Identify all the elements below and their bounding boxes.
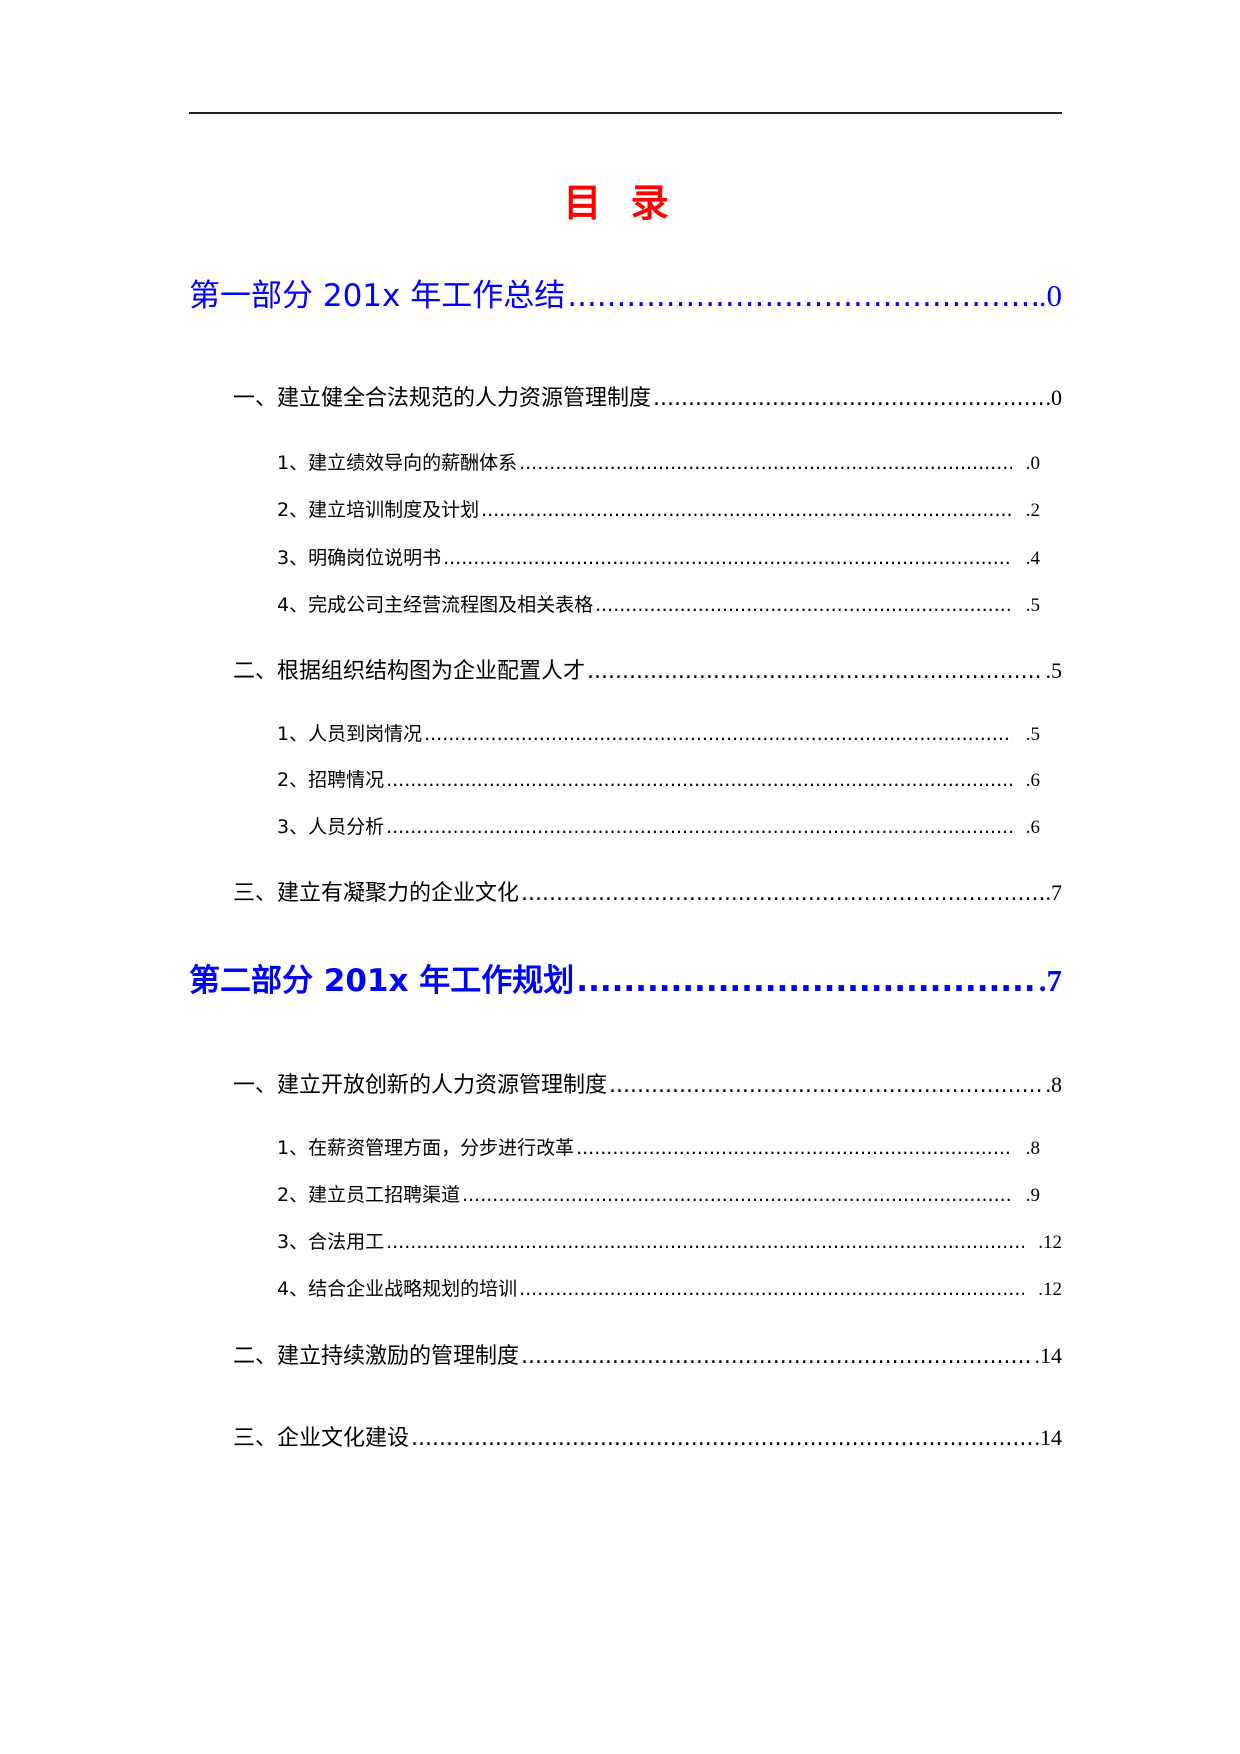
toc-page-number: .2 [1025, 500, 1040, 521]
toc-entry-label: 3、人员分析 [277, 816, 385, 838]
toc-page-number: .6 [1025, 770, 1040, 791]
dot-leader [462, 1184, 1012, 1206]
toc-entry[interactable]: 一、建立开放创新的人力资源管理制度 .8 [233, 1067, 1062, 1099]
dot-leader [576, 1137, 1012, 1159]
dot-leader [386, 816, 1012, 838]
toc-entry[interactable]: 1、建立绩效导向的薪酬体系 .0 [277, 448, 1040, 475]
toc-page-number: .5 [1045, 658, 1063, 683]
toc-entry-label: 2、建立培训制度及计划 [277, 499, 480, 521]
toc-entry-label: 第二部分 201x 年工作规划 [189, 963, 575, 999]
toc-entry-label: 1、在薪资管理方面，分步进行改革 [277, 1137, 575, 1159]
toc-entry[interactable]: 3、合法用工 .12 [277, 1227, 1062, 1254]
toc-entry[interactable]: 4、结合企业战略规划的培训 .12 [277, 1274, 1062, 1301]
toc-page-number: .12 [1038, 1279, 1062, 1300]
toc-entry[interactable]: 二、建立持续激励的管理制度 .14 [233, 1338, 1062, 1370]
dot-leader [481, 499, 1012, 521]
toc-page-number: .4 [1025, 548, 1040, 569]
toc-entry-label: 4、完成公司主经营流程图及相关表格 [277, 594, 594, 616]
toc-entry-label: 三、企业文化建设 [233, 1426, 410, 1451]
toc-entry[interactable]: 3、人员分析 .6 [277, 812, 1040, 839]
toc-entry[interactable]: 三、建立有凝聚力的企业文化 .7 [233, 875, 1062, 907]
dot-leader [595, 594, 1012, 616]
dot-leader [386, 769, 1012, 791]
toc-page-number: .0 [1025, 453, 1040, 474]
toc-entry-label: 1、人员到岗情况 [277, 723, 423, 745]
toc-entry-label: 3、合法用工 [277, 1231, 385, 1253]
toc-page-number: .5 [1025, 724, 1040, 745]
toc-page-number: .6 [1025, 817, 1040, 838]
dot-leader [609, 1073, 1043, 1098]
toc-entry[interactable]: 3、明确岗位说明书 .4 [277, 543, 1040, 570]
toc-page-number: .14 [1034, 1343, 1063, 1368]
dot-leader [587, 659, 1043, 684]
dot-leader [521, 1344, 1032, 1369]
dot-leader [519, 1278, 1024, 1300]
toc-entry-label: 3、明确岗位说明书 [277, 547, 442, 569]
toc-entry-label: 第一部分 201x 年工作总结 [189, 278, 566, 314]
header-rule [189, 112, 1062, 114]
toc-page-number: .0 [1045, 385, 1063, 410]
toc-entry-label: 2、招聘情况 [277, 769, 385, 791]
toc-entry[interactable]: 第一部分 201x 年工作总结 .0 [189, 270, 1062, 315]
toc-entry[interactable]: 三、企业文化建设 .14 [233, 1420, 1062, 1452]
dot-leader [443, 547, 1012, 569]
toc-page-number: .5 [1025, 595, 1040, 616]
toc-entry-label: 二、建立持续激励的管理制度 [233, 1344, 520, 1369]
toc-title: 目 录 [563, 181, 677, 225]
dot-leader [519, 452, 1012, 474]
toc-entry[interactable]: 2、建立培训制度及计划 .2 [277, 495, 1040, 522]
toc-page-number: .8 [1045, 1072, 1063, 1097]
toc-entry[interactable]: 2、建立员工招聘渠道 .9 [277, 1180, 1040, 1207]
dot-leader [386, 1231, 1024, 1253]
toc-page-number: .7 [1045, 880, 1063, 905]
toc-entry[interactable]: 一、建立健全合法规范的人力资源管理制度 .0 [233, 380, 1062, 412]
dot-leader [576, 963, 1036, 999]
toc-page-number: .0 [1038, 278, 1062, 313]
dot-leader [653, 386, 1043, 411]
toc-entry-label: 4、结合企业战略规划的培训 [277, 1278, 518, 1300]
toc-page-number: .8 [1025, 1138, 1040, 1159]
dot-leader [521, 881, 1043, 906]
toc-entry-label: 2、建立员工招聘渠道 [277, 1184, 461, 1206]
toc-entry-label: 1、建立绩效导向的薪酬体系 [277, 452, 518, 474]
toc-entry[interactable]: 二、根据组织结构图为企业配置人才 .5 [233, 653, 1062, 685]
toc-page-number: .7 [1038, 963, 1062, 998]
toc-entry[interactable]: 第二部分 201x 年工作规划 .7 [189, 955, 1062, 1000]
toc-page-number: .12 [1038, 1232, 1062, 1253]
toc-page-number: .14 [1034, 1425, 1063, 1450]
toc-entry[interactable]: 1、人员到岗情况 .5 [277, 719, 1040, 746]
toc-entry-label: 三、建立有凝聚力的企业文化 [233, 881, 520, 906]
toc-entry[interactable]: 1、在薪资管理方面，分步进行改革 .8 [277, 1133, 1040, 1160]
toc-entry[interactable]: 4、完成公司主经营流程图及相关表格 .5 [277, 590, 1040, 617]
dot-leader [567, 278, 1037, 314]
toc-page-number: .9 [1025, 1185, 1040, 1206]
toc-entry-label: 二、根据组织结构图为企业配置人才 [233, 659, 586, 684]
dot-leader [424, 723, 1012, 745]
dot-leader [411, 1426, 1032, 1451]
toc-entry-label: 一、建立开放创新的人力资源管理制度 [233, 1073, 608, 1098]
toc-entry[interactable]: 2、招聘情况 .6 [277, 765, 1040, 792]
toc-entry-label: 一、建立健全合法规范的人力资源管理制度 [233, 386, 652, 411]
